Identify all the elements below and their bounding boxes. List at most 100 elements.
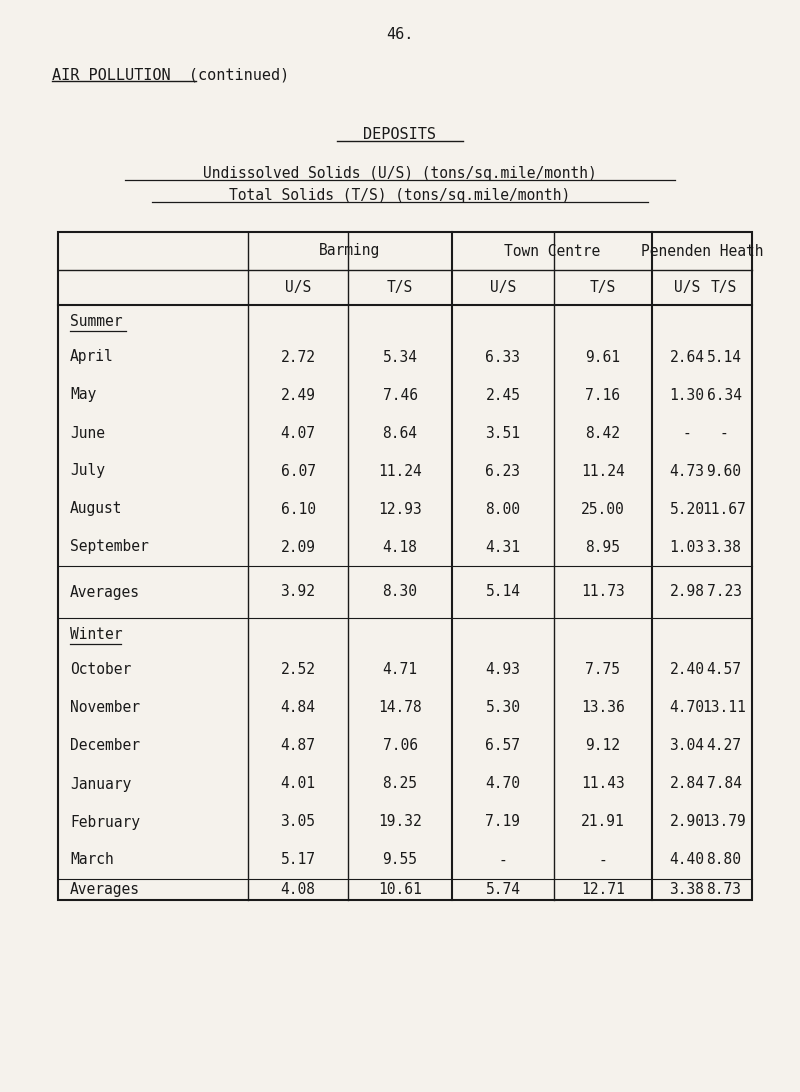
Text: 4.08: 4.08 bbox=[281, 882, 315, 897]
Text: 3.51: 3.51 bbox=[486, 426, 521, 440]
Text: 2.40: 2.40 bbox=[670, 663, 705, 677]
Text: Winter: Winter bbox=[70, 627, 122, 642]
Text: 9.61: 9.61 bbox=[586, 349, 621, 365]
Text: April: April bbox=[70, 349, 114, 365]
Text: 10.61: 10.61 bbox=[378, 882, 422, 897]
Text: 8.30: 8.30 bbox=[382, 584, 418, 600]
Text: 3.92: 3.92 bbox=[281, 584, 315, 600]
Text: DEPOSITS: DEPOSITS bbox=[363, 127, 437, 142]
Text: 25.00: 25.00 bbox=[581, 501, 625, 517]
Text: 2.84: 2.84 bbox=[670, 776, 705, 792]
Text: Town Centre: Town Centre bbox=[504, 244, 600, 259]
Text: 7.19: 7.19 bbox=[486, 815, 521, 830]
Text: 1.30: 1.30 bbox=[670, 388, 705, 403]
Text: December: December bbox=[70, 738, 140, 753]
Text: 4.31: 4.31 bbox=[486, 539, 521, 555]
Text: -: - bbox=[720, 426, 728, 440]
Text: 2.09: 2.09 bbox=[281, 539, 315, 555]
Text: U/S: U/S bbox=[285, 280, 311, 295]
Text: -: - bbox=[498, 853, 507, 867]
Text: 2.72: 2.72 bbox=[281, 349, 315, 365]
Text: 7.75: 7.75 bbox=[586, 663, 621, 677]
Text: 4.70: 4.70 bbox=[670, 700, 705, 715]
Text: 14.78: 14.78 bbox=[378, 700, 422, 715]
Text: 11.73: 11.73 bbox=[581, 584, 625, 600]
Text: Undissolved Solids (U/S) (tons/sq.mile/month): Undissolved Solids (U/S) (tons/sq.mile/m… bbox=[203, 166, 597, 181]
Text: 4.57: 4.57 bbox=[706, 663, 742, 677]
Text: -: - bbox=[682, 426, 691, 440]
Text: October: October bbox=[70, 663, 131, 677]
Text: September: September bbox=[70, 539, 149, 555]
Text: AIR POLLUTION  (continued): AIR POLLUTION (continued) bbox=[52, 67, 290, 82]
Text: 6.34: 6.34 bbox=[706, 388, 742, 403]
Text: 8.64: 8.64 bbox=[382, 426, 418, 440]
Text: U/S: U/S bbox=[674, 280, 700, 295]
Text: January: January bbox=[70, 776, 131, 792]
Text: 4.01: 4.01 bbox=[281, 776, 315, 792]
Text: 8.73: 8.73 bbox=[706, 882, 742, 897]
Text: November: November bbox=[70, 700, 140, 715]
Text: 3.05: 3.05 bbox=[281, 815, 315, 830]
Text: 6.10: 6.10 bbox=[281, 501, 315, 517]
Text: 3.04: 3.04 bbox=[670, 738, 705, 753]
Text: 7.23: 7.23 bbox=[706, 584, 742, 600]
Text: 2.90: 2.90 bbox=[670, 815, 705, 830]
Text: 8.25: 8.25 bbox=[382, 776, 418, 792]
Text: 6.57: 6.57 bbox=[486, 738, 521, 753]
Text: Averages: Averages bbox=[70, 882, 140, 897]
Text: 2.98: 2.98 bbox=[670, 584, 705, 600]
Text: February: February bbox=[70, 815, 140, 830]
Text: 2.45: 2.45 bbox=[486, 388, 521, 403]
Text: 5.34: 5.34 bbox=[382, 349, 418, 365]
Text: T/S: T/S bbox=[590, 280, 616, 295]
Text: Penenden Heath: Penenden Heath bbox=[641, 244, 763, 259]
Text: 21.91: 21.91 bbox=[581, 815, 625, 830]
Text: 6.07: 6.07 bbox=[281, 463, 315, 478]
Text: Summer: Summer bbox=[70, 314, 122, 329]
Text: -: - bbox=[598, 853, 607, 867]
Text: 12.71: 12.71 bbox=[581, 882, 625, 897]
Text: 8.95: 8.95 bbox=[586, 539, 621, 555]
Text: 5.20: 5.20 bbox=[670, 501, 705, 517]
Text: 2.52: 2.52 bbox=[281, 663, 315, 677]
Text: 4.27: 4.27 bbox=[706, 738, 742, 753]
Text: 5.14: 5.14 bbox=[486, 584, 521, 600]
Text: 9.60: 9.60 bbox=[706, 463, 742, 478]
Text: 13.79: 13.79 bbox=[702, 815, 746, 830]
Text: 7.46: 7.46 bbox=[382, 388, 418, 403]
Bar bbox=[58, 232, 752, 900]
Text: 19.32: 19.32 bbox=[378, 815, 422, 830]
Text: 9.55: 9.55 bbox=[382, 853, 418, 867]
Text: August: August bbox=[70, 501, 122, 517]
Text: 11.43: 11.43 bbox=[581, 776, 625, 792]
Text: 2.64: 2.64 bbox=[670, 349, 705, 365]
Text: May: May bbox=[70, 388, 96, 403]
Text: 7.84: 7.84 bbox=[706, 776, 742, 792]
Text: 7.06: 7.06 bbox=[382, 738, 418, 753]
Text: T/S: T/S bbox=[387, 280, 413, 295]
Text: 9.12: 9.12 bbox=[586, 738, 621, 753]
Text: 12.93: 12.93 bbox=[378, 501, 422, 517]
Text: March: March bbox=[70, 853, 114, 867]
Text: 4.73: 4.73 bbox=[670, 463, 705, 478]
Text: 13.11: 13.11 bbox=[702, 700, 746, 715]
Text: 4.18: 4.18 bbox=[382, 539, 418, 555]
Text: 5.74: 5.74 bbox=[486, 882, 521, 897]
Text: 5.30: 5.30 bbox=[486, 700, 521, 715]
Text: 8.80: 8.80 bbox=[706, 853, 742, 867]
Text: Total Solids (T/S) (tons/sq.mile/month): Total Solids (T/S) (tons/sq.mile/month) bbox=[230, 188, 570, 203]
Text: 2.49: 2.49 bbox=[281, 388, 315, 403]
Text: 1.03: 1.03 bbox=[670, 539, 705, 555]
Text: 4.93: 4.93 bbox=[486, 663, 521, 677]
Text: 4.40: 4.40 bbox=[670, 853, 705, 867]
Text: 3.38: 3.38 bbox=[706, 539, 742, 555]
Text: June: June bbox=[70, 426, 105, 440]
Text: 46.: 46. bbox=[386, 27, 414, 41]
Text: U/S: U/S bbox=[490, 280, 516, 295]
Text: 3.38: 3.38 bbox=[670, 882, 705, 897]
Text: 6.33: 6.33 bbox=[486, 349, 521, 365]
Text: 11.24: 11.24 bbox=[378, 463, 422, 478]
Text: Averages: Averages bbox=[70, 584, 140, 600]
Text: 5.17: 5.17 bbox=[281, 853, 315, 867]
Text: 4.71: 4.71 bbox=[382, 663, 418, 677]
